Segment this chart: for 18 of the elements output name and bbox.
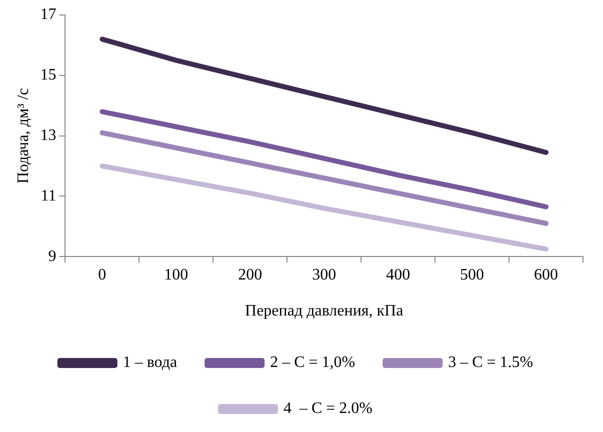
x-tick-label: 300 <box>312 266 336 284</box>
legend-label: 3 – C = 1.5% <box>448 354 534 372</box>
x-tick-label: 100 <box>164 266 188 284</box>
x-axis-title: Перепад давления, кПа <box>245 302 404 320</box>
x-tick-label: 600 <box>534 266 558 284</box>
y-tick-label: 11 <box>40 187 56 204</box>
legend-label: 4 – C = 2.0% <box>283 400 373 418</box>
y-tick-label: 15 <box>40 66 56 84</box>
x-tick-label: 200 <box>238 266 262 284</box>
y-axis-title: Подача, дм³ /с <box>14 88 32 184</box>
y-tick-label: 17 <box>40 6 56 24</box>
y-tick-label: 13 <box>40 127 56 144</box>
x-tick-label: 400 <box>386 266 410 284</box>
y-tick-label: 9 <box>48 248 56 265</box>
x-tick-label: 0 <box>98 266 106 284</box>
legend-label: 1 – вода <box>122 354 178 372</box>
legend-label: 2 – C = 1,0% <box>270 354 356 372</box>
x-tick-label: 500 <box>460 266 484 284</box>
